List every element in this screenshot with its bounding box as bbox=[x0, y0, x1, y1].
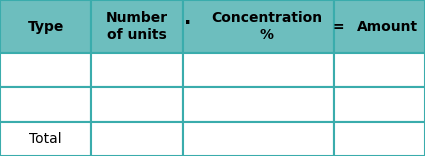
Bar bbox=[334, 53, 425, 87]
Text: Concentration
%: Concentration % bbox=[211, 11, 322, 42]
Bar bbox=[334, 0, 425, 53]
Bar bbox=[0, 53, 91, 87]
Text: Type: Type bbox=[28, 20, 64, 34]
Text: =: = bbox=[332, 20, 344, 34]
Text: Number
of units: Number of units bbox=[106, 11, 168, 42]
Bar bbox=[91, 87, 183, 122]
Bar bbox=[91, 53, 183, 87]
Text: Total: Total bbox=[29, 132, 62, 146]
Bar bbox=[91, 122, 183, 156]
Text: ·: · bbox=[184, 14, 192, 33]
Bar bbox=[183, 0, 334, 53]
Bar bbox=[183, 53, 334, 87]
Bar bbox=[0, 122, 91, 156]
Bar bbox=[0, 0, 91, 53]
Bar bbox=[183, 122, 334, 156]
Bar bbox=[0, 87, 91, 122]
Bar bbox=[183, 87, 334, 122]
Bar bbox=[334, 122, 425, 156]
Text: Amount: Amount bbox=[357, 20, 418, 34]
Bar bbox=[334, 87, 425, 122]
Bar bbox=[91, 0, 183, 53]
